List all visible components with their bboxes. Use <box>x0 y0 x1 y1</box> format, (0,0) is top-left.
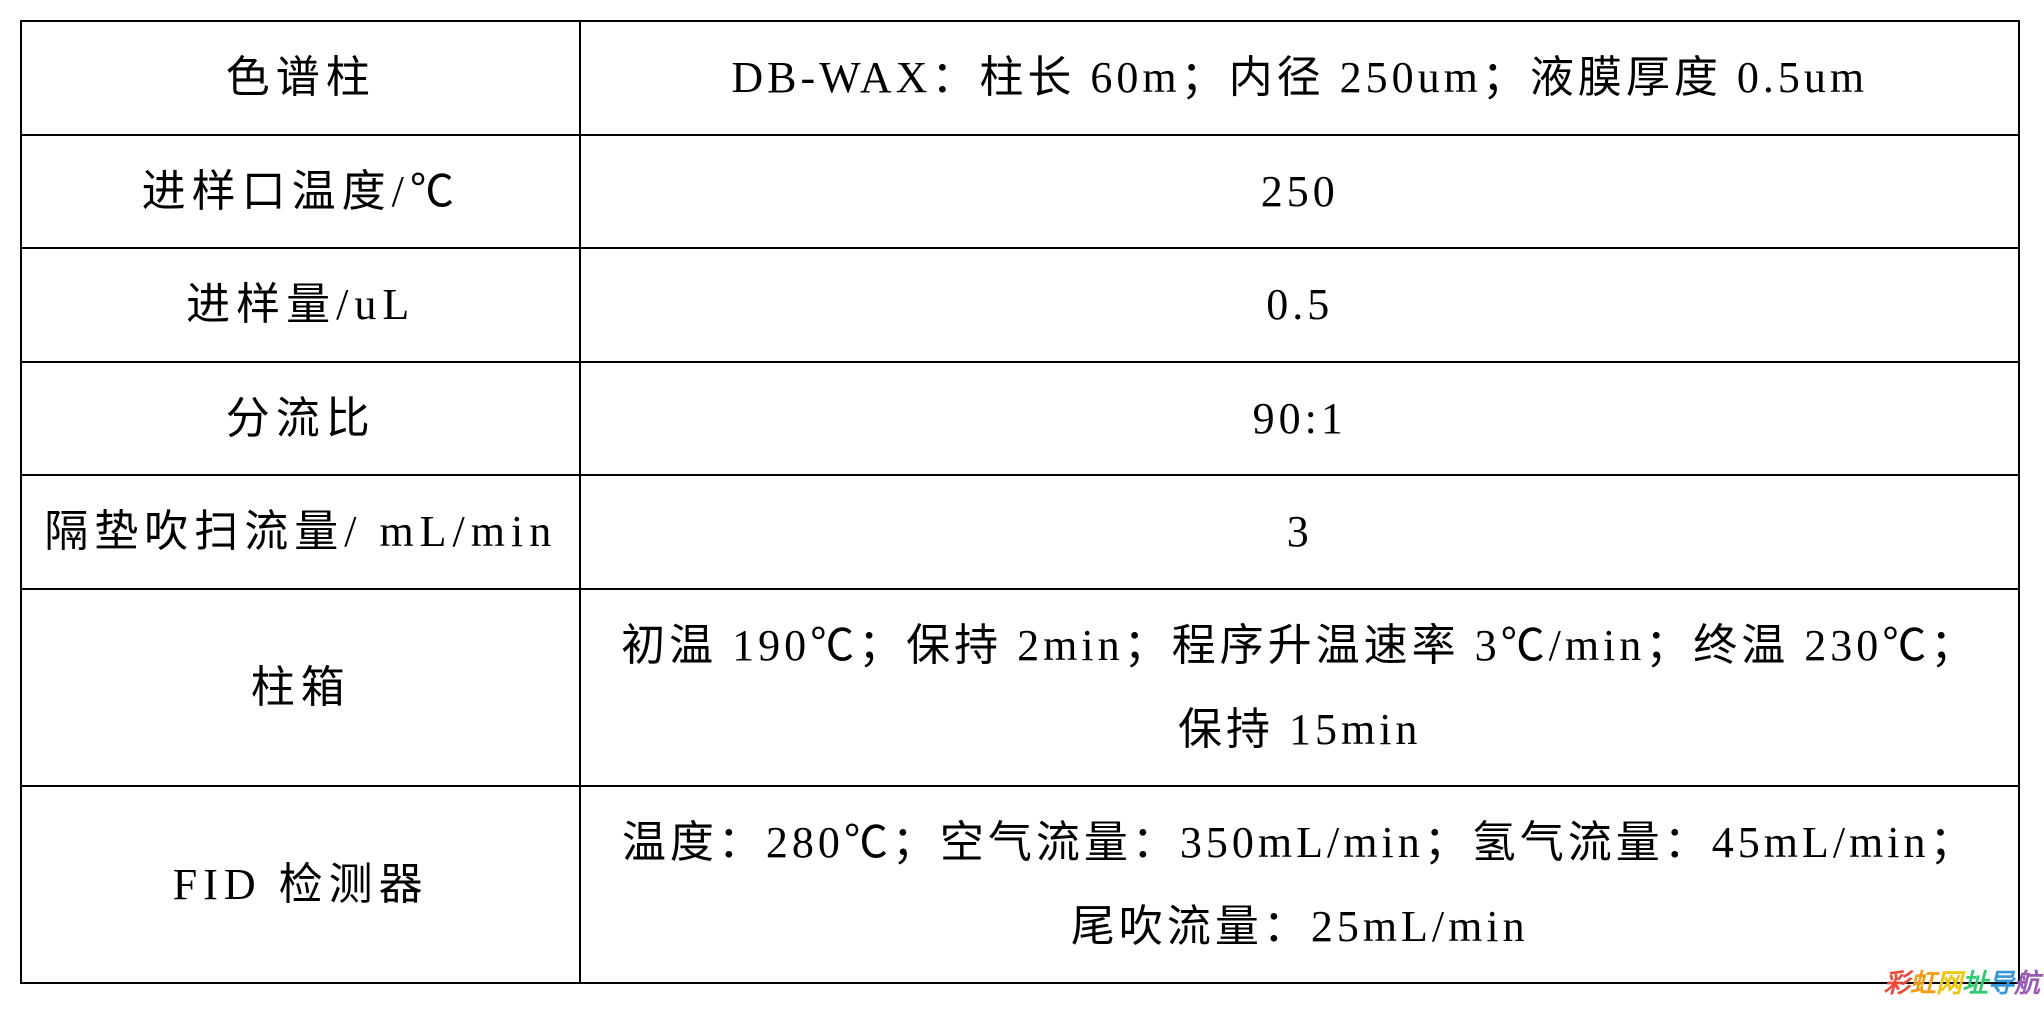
watermark: 彩虹网址导航 <box>1884 963 2040 1000</box>
row-label: 隔垫吹扫流量/ mL/min <box>21 475 580 589</box>
table-body: 色谱柱 DB-WAX：柱长 60m；内径 250um；液膜厚度 0.5um 进样… <box>21 21 2019 983</box>
row-label: 进样量/uL <box>21 248 580 362</box>
row-value: 250 <box>580 135 2019 249</box>
table-row: 色谱柱 DB-WAX：柱长 60m；内径 250um；液膜厚度 0.5um <box>21 21 2019 135</box>
table-row: 分流比 90:1 <box>21 362 2019 476</box>
row-value: DB-WAX：柱长 60m；内径 250um；液膜厚度 0.5um <box>580 21 2019 135</box>
table-row: 隔垫吹扫流量/ mL/min 3 <box>21 475 2019 589</box>
row-label: 进样口温度/℃ <box>21 135 580 249</box>
row-value: 3 <box>580 475 2019 589</box>
row-value: 0.5 <box>580 248 2019 362</box>
row-value: 温度：280℃；空气流量：350mL/min；氢气流量：45mL/min；尾吹流… <box>580 786 2019 983</box>
table-row: 进样量/uL 0.5 <box>21 248 2019 362</box>
row-value: 初温 190℃；保持 2min；程序升温速率 3℃/min；终温 230℃；保持… <box>580 589 2019 786</box>
watermark-char: 虹 <box>1910 968 1936 998</box>
table-row: FID 检测器 温度：280℃；空气流量：350mL/min；氢气流量：45mL… <box>21 786 2019 983</box>
watermark-char: 航 <box>2014 968 2040 998</box>
parameters-table: 色谱柱 DB-WAX：柱长 60m；内径 250um；液膜厚度 0.5um 进样… <box>20 20 2020 984</box>
table-row: 柱箱 初温 190℃；保持 2min；程序升温速率 3℃/min；终温 230℃… <box>21 589 2019 786</box>
watermark-char: 址 <box>1962 968 1988 998</box>
row-label: 柱箱 <box>21 589 580 786</box>
row-label: 分流比 <box>21 362 580 476</box>
watermark-char: 导 <box>1988 968 2014 998</box>
row-label: FID 检测器 <box>21 786 580 983</box>
row-value: 90:1 <box>580 362 2019 476</box>
watermark-char: 彩 <box>1884 968 1910 998</box>
watermark-char: 网 <box>1936 968 1962 998</box>
table-row: 进样口温度/℃ 250 <box>21 135 2019 249</box>
row-label: 色谱柱 <box>21 21 580 135</box>
